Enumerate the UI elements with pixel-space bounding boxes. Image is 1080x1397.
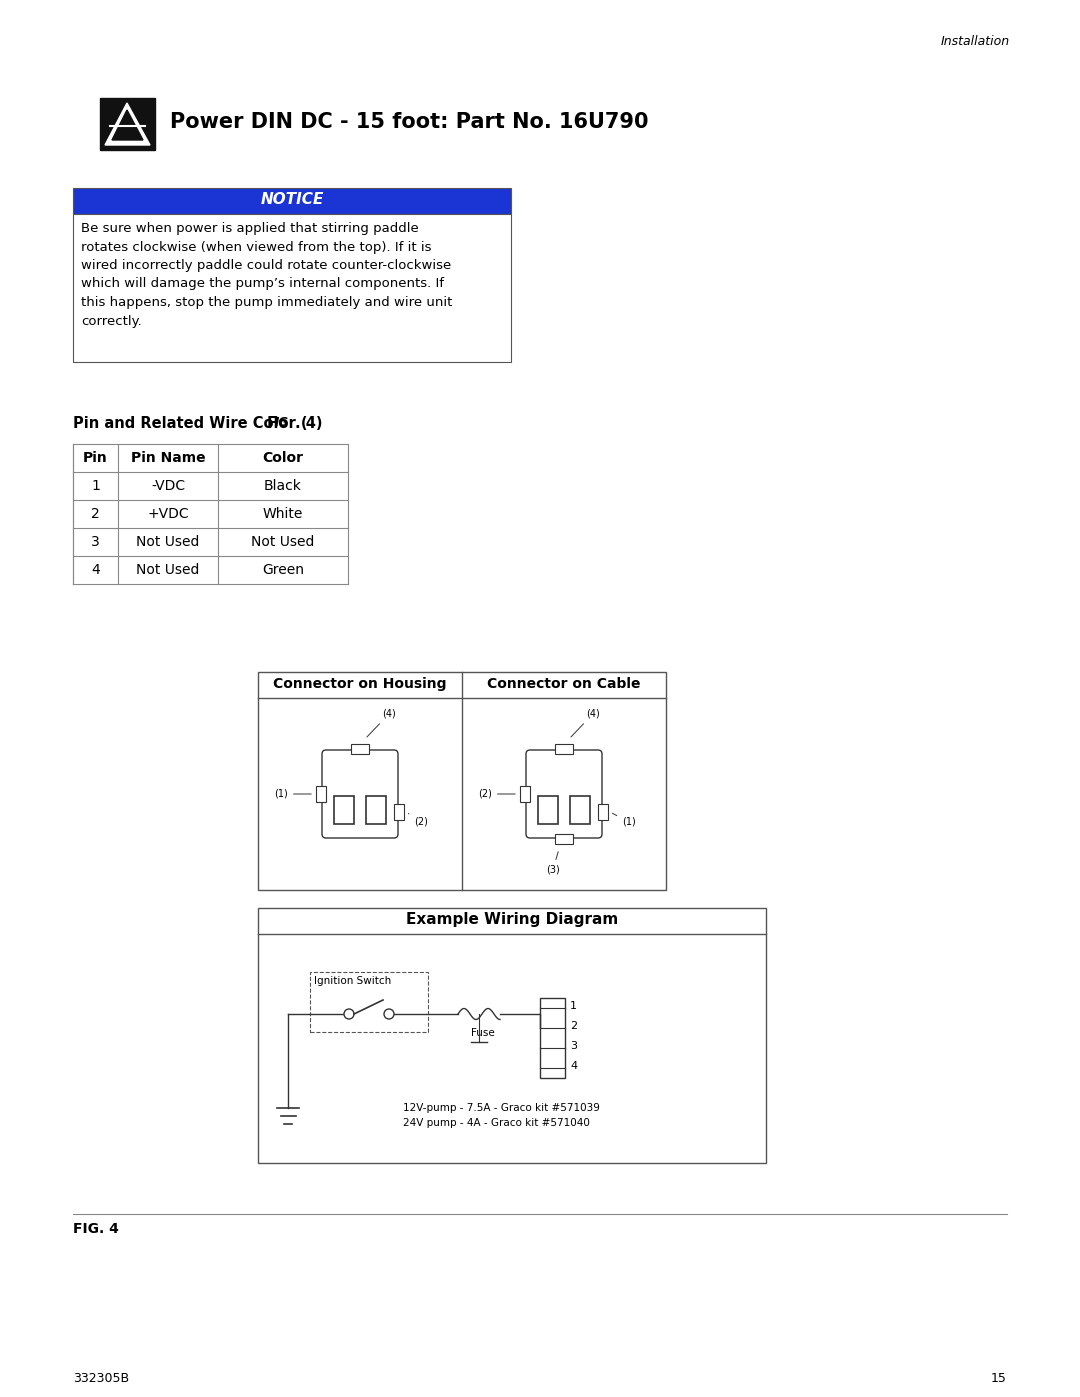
Text: 24V pump - 4A - Graco kit #571040: 24V pump - 4A - Graco kit #571040	[403, 1118, 590, 1127]
Bar	[310, 972, 428, 1032]
Bar	[555, 745, 573, 754]
Text: 3: 3	[570, 1041, 577, 1051]
Text: Color: Color	[262, 451, 303, 465]
Text: FIG. 4: FIG. 4	[73, 1222, 119, 1236]
Bar	[100, 98, 156, 149]
Text: Green: Green	[262, 563, 303, 577]
Bar	[73, 189, 511, 214]
Bar	[394, 805, 404, 820]
Bar	[538, 796, 558, 824]
Text: Ignition Switch: Ignition Switch	[314, 977, 391, 986]
Text: Black: Black	[265, 479, 302, 493]
Text: Not Used: Not Used	[252, 535, 314, 549]
Polygon shape	[112, 110, 143, 140]
Bar	[540, 997, 565, 1078]
Circle shape	[384, 1009, 394, 1018]
FancyBboxPatch shape	[322, 750, 399, 838]
Text: 4: 4	[570, 1060, 577, 1071]
Text: (1): (1)	[612, 813, 636, 827]
Bar	[73, 214, 511, 362]
Bar	[519, 787, 530, 802]
Text: 2: 2	[91, 507, 99, 521]
Text: Example Wiring Diagram: Example Wiring Diagram	[406, 912, 618, 928]
Text: Fuse: Fuse	[471, 1028, 495, 1038]
Text: Connector on Housing: Connector on Housing	[273, 678, 447, 692]
Text: (4): (4)	[571, 710, 599, 738]
Bar	[316, 787, 326, 802]
Text: Connector on Cable: Connector on Cable	[487, 678, 640, 692]
Text: F: F	[267, 416, 276, 432]
Text: Not Used: Not Used	[136, 563, 200, 577]
Bar	[258, 672, 666, 890]
Bar	[258, 908, 766, 1162]
Bar	[570, 796, 590, 824]
Text: Power DIN DC - 15 foot: Part No. 16U790: Power DIN DC - 15 foot: Part No. 16U790	[170, 112, 648, 131]
Bar	[598, 805, 608, 820]
Text: (4): (4)	[367, 710, 395, 738]
Bar	[334, 796, 354, 824]
Text: 12V-pump - 7.5A - Graco kit #571039: 12V-pump - 7.5A - Graco kit #571039	[403, 1104, 599, 1113]
Text: +VDC: +VDC	[147, 507, 189, 521]
Text: White: White	[262, 507, 303, 521]
Text: 3: 3	[91, 535, 99, 549]
Text: 4: 4	[91, 563, 99, 577]
Bar	[351, 745, 369, 754]
Text: Not Used: Not Used	[136, 535, 200, 549]
Bar	[555, 834, 573, 844]
Text: 15: 15	[991, 1372, 1007, 1384]
Text: -VDC: -VDC	[151, 479, 185, 493]
Text: 1: 1	[91, 479, 100, 493]
Text: Pin Name: Pin Name	[131, 451, 205, 465]
FancyBboxPatch shape	[526, 750, 602, 838]
Text: NOTICE: NOTICE	[260, 191, 324, 207]
Text: (1): (1)	[274, 789, 311, 799]
Text: (3): (3)	[546, 852, 559, 875]
Text: (2): (2)	[408, 813, 428, 827]
Text: Be sure when power is applied that stirring paddle
rotates clockwise (when viewe: Be sure when power is applied that stirr…	[81, 222, 453, 327]
Text: . 4): . 4)	[295, 416, 323, 432]
Text: 1: 1	[570, 1002, 577, 1011]
Text: IG: IG	[275, 416, 289, 429]
Text: Pin and Related Wire Color (: Pin and Related Wire Color (	[73, 416, 308, 432]
Text: 332305B: 332305B	[73, 1372, 130, 1384]
Text: Installation: Installation	[941, 35, 1010, 47]
Circle shape	[345, 1009, 354, 1018]
Polygon shape	[105, 103, 150, 145]
Text: Pin: Pin	[83, 451, 108, 465]
Text: 2: 2	[570, 1021, 577, 1031]
Bar	[366, 796, 386, 824]
Text: (2): (2)	[478, 789, 515, 799]
